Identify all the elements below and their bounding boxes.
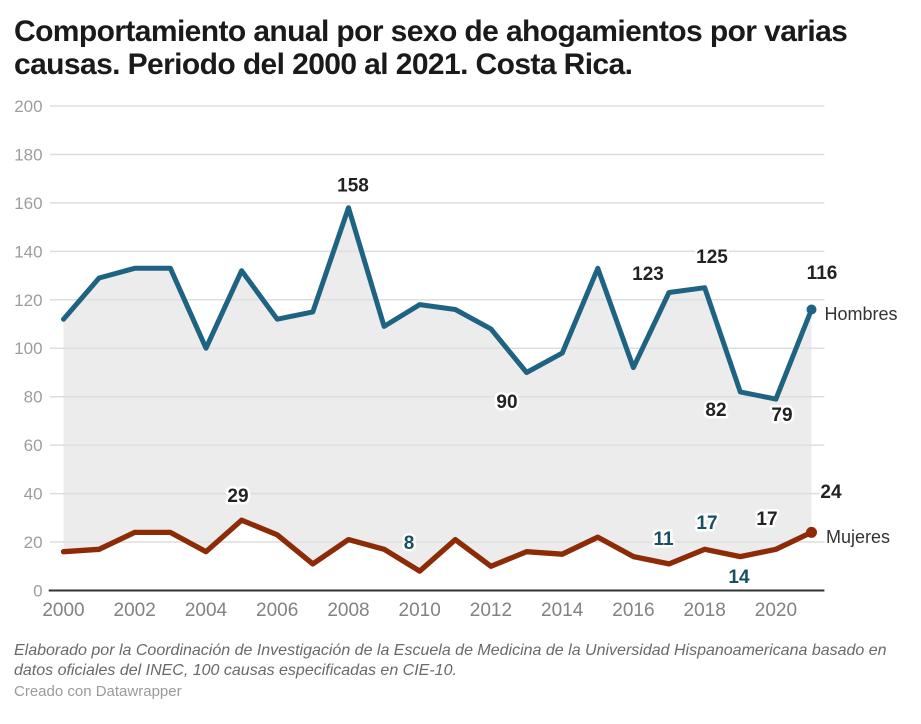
svg-text:120: 120 <box>14 291 42 310</box>
svg-text:158: 158 <box>337 176 369 197</box>
svg-text:80: 80 <box>24 388 43 407</box>
svg-text:17: 17 <box>756 509 777 530</box>
svg-text:2010: 2010 <box>399 600 441 621</box>
svg-text:123: 123 <box>632 264 664 285</box>
svg-text:2018: 2018 <box>684 600 726 621</box>
svg-text:Hombres: Hombres <box>825 304 898 324</box>
svg-text:8: 8 <box>404 533 415 554</box>
svg-text:2004: 2004 <box>185 600 228 621</box>
svg-text:200: 200 <box>14 97 42 116</box>
svg-text:11: 11 <box>653 529 674 550</box>
svg-text:160: 160 <box>14 194 42 213</box>
svg-text:Mujeres: Mujeres <box>826 527 890 547</box>
svg-text:0: 0 <box>33 582 42 601</box>
svg-text:125: 125 <box>696 247 728 268</box>
svg-text:100: 100 <box>14 339 42 358</box>
svg-text:60: 60 <box>24 436 43 455</box>
svg-text:79: 79 <box>771 405 792 426</box>
svg-text:2006: 2006 <box>256 600 298 621</box>
svg-text:24: 24 <box>820 482 842 503</box>
svg-text:2000: 2000 <box>42 600 84 621</box>
svg-text:2016: 2016 <box>612 600 654 621</box>
svg-text:90: 90 <box>496 392 517 413</box>
svg-text:2002: 2002 <box>114 600 156 621</box>
svg-text:140: 140 <box>14 242 42 261</box>
svg-text:40: 40 <box>24 485 43 504</box>
svg-text:2008: 2008 <box>327 600 369 621</box>
svg-text:2012: 2012 <box>470 600 512 621</box>
svg-text:2014: 2014 <box>541 600 584 621</box>
svg-text:20: 20 <box>24 533 43 552</box>
svg-text:29: 29 <box>227 486 248 507</box>
svg-text:17: 17 <box>696 513 717 534</box>
svg-text:2020: 2020 <box>755 600 797 621</box>
svg-text:14: 14 <box>728 567 750 588</box>
svg-text:82: 82 <box>705 400 726 421</box>
svg-text:116: 116 <box>807 263 838 284</box>
svg-text:180: 180 <box>14 146 42 165</box>
